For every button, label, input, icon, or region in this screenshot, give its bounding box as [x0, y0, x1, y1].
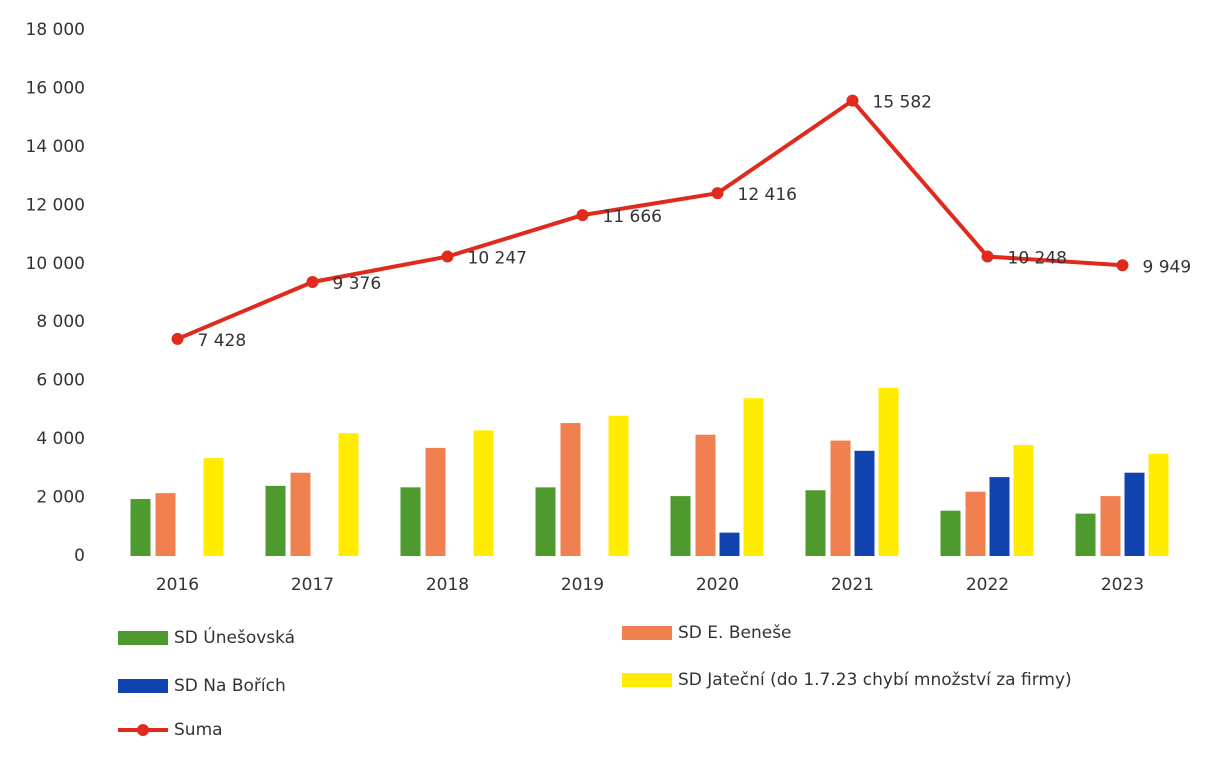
x-tick-label: 2020	[696, 575, 739, 595]
bar	[830, 440, 851, 556]
x-tick-label: 2018	[426, 575, 469, 595]
bar	[940, 510, 961, 556]
y-tick-label: 8 000	[36, 312, 85, 332]
x-tick-label: 2016	[156, 575, 199, 595]
x-tick-label: 2019	[561, 575, 604, 595]
y-tick-label: 18 000	[26, 20, 85, 40]
legend-label: SD Na Bořích	[174, 676, 286, 696]
y-tick-label: 12 000	[26, 195, 85, 215]
line-point	[846, 94, 859, 107]
bar	[1013, 444, 1034, 556]
bar	[854, 450, 875, 556]
y-tick-label: 2 000	[36, 488, 85, 508]
x-tick-label: 2023	[1101, 575, 1144, 595]
data-label: 10 248	[1008, 249, 1067, 269]
data-label: 12 416	[738, 185, 797, 205]
bar	[203, 458, 224, 556]
data-label: 9 949	[1143, 257, 1192, 277]
data-label: 7 428	[198, 331, 247, 351]
line	[176, 98, 1123, 341]
bar	[878, 387, 899, 556]
x-tick-label: 2022	[966, 575, 1009, 595]
bar	[743, 398, 764, 556]
bar	[130, 499, 151, 556]
bar	[473, 430, 494, 556]
bar	[1148, 453, 1169, 556]
line-point	[711, 187, 724, 200]
legend-label: SD Únešovská	[174, 626, 295, 648]
bar	[608, 415, 629, 556]
legend-swatch	[622, 673, 672, 687]
data-label: 11 666	[603, 207, 662, 227]
legend-swatch	[622, 626, 672, 640]
bar	[265, 485, 286, 556]
bar	[719, 532, 740, 556]
bar	[560, 423, 581, 556]
line-point	[1116, 259, 1129, 272]
y-tick-label: 0	[74, 546, 85, 566]
legend-swatch	[118, 679, 168, 693]
x-tick-label: 2021	[831, 575, 874, 595]
y-tick-label: 6 000	[36, 371, 85, 391]
bar	[989, 477, 1010, 556]
x-tick-label: 2017	[291, 575, 334, 595]
bar	[805, 490, 826, 556]
bar	[338, 433, 359, 556]
bar	[425, 447, 446, 556]
bar	[155, 493, 176, 556]
y-tick-label: 10 000	[26, 254, 85, 274]
bar	[1075, 513, 1096, 556]
y-tick-label: 14 000	[26, 137, 85, 157]
bar	[535, 487, 556, 556]
line-point	[576, 209, 589, 222]
legend-label: SD Jateční (do 1.7.23 chybí množství za …	[678, 670, 1072, 690]
line-point	[171, 332, 184, 345]
legend-marker	[137, 724, 149, 736]
data-label: 9 376	[333, 274, 382, 294]
legend-label: SD E. Beneše	[678, 623, 792, 643]
line-point	[306, 276, 319, 289]
bar	[695, 434, 716, 556]
bar	[670, 496, 691, 556]
data-label: 15 582	[873, 93, 932, 113]
bar	[1124, 472, 1145, 556]
bar	[1100, 496, 1121, 556]
line-point	[981, 250, 994, 263]
legend-swatch	[118, 631, 168, 645]
bar	[400, 487, 421, 556]
data-label: 10 247	[468, 249, 527, 269]
bar	[290, 472, 311, 556]
y-tick-label: 16 000	[26, 78, 85, 98]
y-tick-label: 4 000	[36, 429, 85, 449]
line-point	[441, 250, 454, 263]
bar	[965, 491, 986, 556]
legend-label: Suma	[174, 720, 223, 740]
